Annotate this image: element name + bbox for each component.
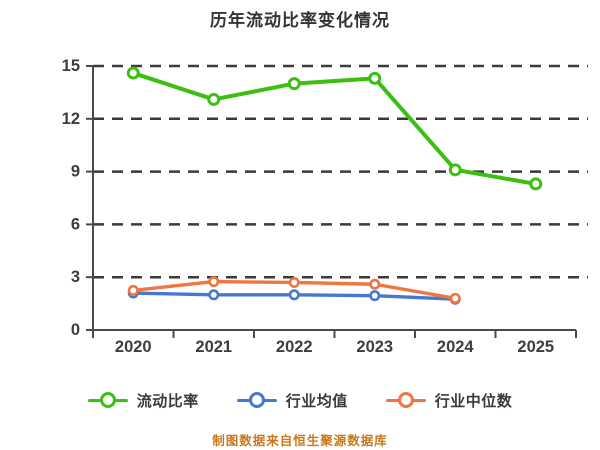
caption: 制图数据来自恒生聚源数据库 (212, 434, 388, 448)
x-tick-label: 2024 (437, 338, 475, 356)
legend-circle-icon (99, 392, 116, 408)
y-tick-label: 9 (71, 163, 80, 181)
y-tick-label: 15 (62, 57, 80, 75)
x-tick-label: 2022 (276, 338, 313, 356)
y-tick-label: 0 (71, 321, 80, 339)
legend-marker-icon (87, 392, 128, 408)
data-point-marker (207, 92, 221, 106)
chart-title: 历年流动比率变化情况 (210, 11, 390, 30)
legend-marker-icon (385, 392, 426, 408)
legend-marker-icon (236, 392, 277, 408)
x-tick-label: 2023 (356, 338, 393, 356)
series-line-流动比率 (131, 71, 538, 186)
y-tick-label: 12 (62, 110, 80, 128)
data-point-marker (287, 77, 301, 91)
x-tick-label: 2025 (517, 338, 554, 356)
data-point-marker (449, 292, 461, 304)
data-point-marker (448, 163, 462, 177)
y-tick-label: 6 (71, 215, 80, 233)
legend-item: 流动比率 (87, 390, 199, 411)
legend-circle-icon (397, 392, 414, 408)
data-point-marker (288, 289, 300, 301)
data-point-marker (208, 276, 220, 288)
data-point-marker (127, 284, 139, 296)
data-point-marker (369, 278, 381, 290)
data-point-marker (368, 71, 382, 85)
x-tick-label: 2020 (115, 338, 152, 356)
legend-item: 行业均值 (236, 390, 348, 411)
legend-item: 行业中位数 (385, 390, 513, 411)
data-point-marker (529, 177, 543, 191)
data-point-marker (208, 289, 220, 301)
data-point-marker (126, 66, 140, 80)
legend-label: 流动比率 (136, 392, 199, 410)
x-tick-label: 2021 (195, 338, 232, 356)
chart-canvas: 0 3 6 9 12 15 2020 2021 2022 2023 2024 2025 (62, 57, 588, 356)
legend: 流动比率 行业均值 行业中位数 (0, 386, 600, 414)
y-tick-label: 3 (71, 268, 80, 286)
data-point-marker (288, 276, 300, 288)
legend-label: 行业均值 (285, 392, 348, 410)
legend-circle-icon (248, 392, 265, 408)
legend-label: 行业中位数 (434, 392, 513, 410)
data-point-marker (369, 290, 381, 302)
